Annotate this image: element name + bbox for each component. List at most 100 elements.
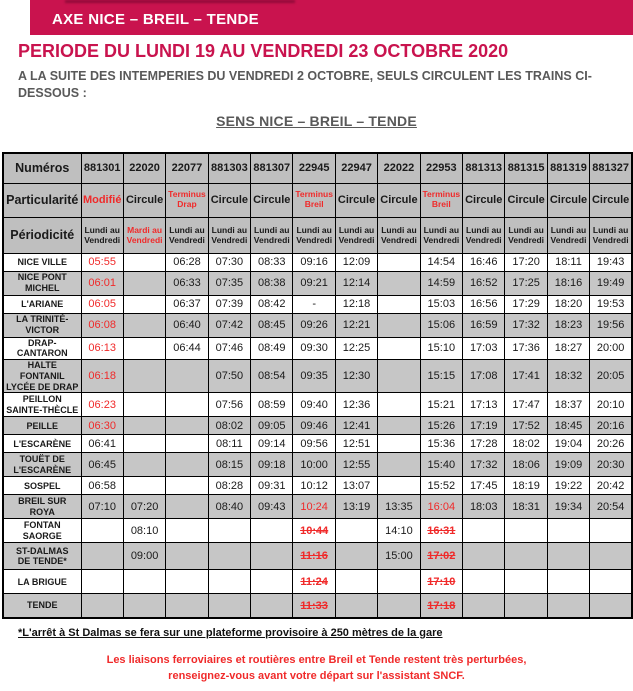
time-cell [80, 569, 124, 595]
station-row: SOSPEL 06:58 08:28 09:31 10:12 13:07 15:52 17:4… [2, 476, 633, 496]
train-number-cell: 881315 [504, 152, 548, 184]
time-cell: 17:19 [462, 416, 506, 436]
warning-line-2: renseignez-vous avant votre départ sur l… [168, 669, 465, 682]
time-cell [504, 518, 548, 544]
time-cell: 18:27 [546, 336, 591, 361]
time-cell [377, 416, 421, 436]
particularity-row: Particularité Modifié Circule Terminus Drap… [2, 182, 633, 218]
time-cell: 18:11 [546, 252, 591, 272]
time-cell: 09:18 [250, 452, 294, 478]
station-name-cell: HALTE FONTANIL LYCÉE DE DRAP [2, 359, 82, 394]
time-cell: 07:39 [207, 294, 252, 314]
time-cell [462, 518, 506, 544]
time-cell: 06:23 [80, 392, 124, 418]
time-cell: 10:12 [292, 476, 336, 496]
time-cell: 09:21 [292, 270, 336, 296]
time-cell: 19:49 [589, 270, 633, 296]
station-row: LA TRINITÉ- VICTOR 06:08 06:40 07:42 08:45 09… [2, 312, 633, 338]
time-cell: 08:49 [250, 336, 294, 361]
time-cell: 14:10 [377, 518, 421, 544]
time-cell [504, 593, 548, 619]
time-cell [377, 392, 421, 418]
train-number-cell: 22953 [419, 152, 464, 184]
time-cell [589, 542, 633, 571]
station-row: NICE VILLE 05:55 06:28 07:30 08:33 09:16 12:09… [2, 252, 633, 272]
time-cell [377, 312, 421, 338]
time-cell [377, 476, 421, 496]
time-cell: 06:45 [80, 452, 124, 478]
periodicity-cell: Lundi au Vendredi [334, 216, 379, 254]
time-cell [377, 359, 421, 394]
time-cell [122, 593, 167, 619]
station-row: BREIL SUR ROYA 07:10 07:20 08:40 09:43 10:24 1… [2, 494, 633, 520]
station-row: PEILLE 06:30 08:02 09:05 09:46 12:41 15:26 17:1… [2, 416, 633, 436]
time-cell: 06:44 [165, 336, 209, 361]
time-cell: 12:09 [334, 252, 379, 272]
station-name-cell: NICE PONT MICHEL [2, 270, 82, 296]
station-name-cell: LA BRIGUE [2, 569, 82, 595]
banner-title: AXE NICE – BREIL – TENDE [52, 11, 259, 28]
time-cell: 17:29 [504, 294, 548, 314]
time-cell [207, 569, 252, 595]
time-cell [546, 518, 591, 544]
time-cell: 16:59 [462, 312, 506, 338]
time-cell [165, 416, 209, 436]
time-cell: 08:11 [207, 434, 252, 454]
time-cell: 12:30 [334, 359, 379, 394]
time-cell [250, 569, 294, 595]
time-cell [165, 452, 209, 478]
time-cell: 20:30 [589, 452, 633, 478]
time-cell: 11:24 [292, 569, 336, 595]
periodicity-cell: Lundi au Vendredi [292, 216, 336, 254]
time-cell: 17:20 [504, 252, 548, 272]
train-number-cell: 22947 [334, 152, 379, 184]
time-cell [546, 569, 591, 595]
train-number-cell: 881313 [462, 152, 506, 184]
particularity-cell: Circule [462, 182, 506, 218]
time-cell [377, 452, 421, 478]
time-cell [80, 542, 124, 571]
time-cell: 07:35 [207, 270, 252, 296]
row-label-numeros: Numéros [2, 152, 82, 184]
periodicity-cell: Lundi au Vendredi [546, 216, 591, 254]
train-number-cell: 881307 [250, 152, 294, 184]
time-cell: 20:10 [589, 392, 633, 418]
time-cell: 15:15 [419, 359, 464, 394]
time-cell [377, 336, 421, 361]
time-cell: 06:33 [165, 270, 209, 296]
time-cell: 15:40 [419, 452, 464, 478]
time-cell: 15:10 [419, 336, 464, 361]
particularity-cell: Circule [546, 182, 591, 218]
time-cell: 18:06 [504, 452, 548, 478]
time-cell: 06:13 [80, 336, 124, 361]
particularity-cell: Modifié [80, 182, 124, 218]
time-cell: 20:26 [589, 434, 633, 454]
time-cell [462, 569, 506, 595]
time-cell: 06:30 [80, 416, 124, 436]
time-cell: 09:05 [250, 416, 294, 436]
time-cell: 19:56 [589, 312, 633, 338]
time-cell: 14:59 [419, 270, 464, 296]
time-cell: 19:22 [546, 476, 591, 496]
time-cell: 07:20 [122, 494, 167, 520]
time-cell [377, 593, 421, 619]
time-cell: 18:45 [546, 416, 591, 436]
time-cell [165, 494, 209, 520]
time-cell: 12:41 [334, 416, 379, 436]
time-cell: 18:19 [504, 476, 548, 496]
time-cell: 16:31 [419, 518, 464, 544]
time-cell: 07:30 [207, 252, 252, 272]
time-cell: 09:14 [250, 434, 294, 454]
time-cell: - [292, 294, 336, 314]
time-cell [165, 434, 209, 454]
st-dalmas-footnote: *L'arrêt à St Dalmas se fera sur une pla… [18, 627, 443, 639]
time-cell [122, 294, 167, 314]
direction-title: SENS NICE – BREIL – TENDE [216, 113, 417, 129]
disruption-warning: Les liaisons ferroviaires et routières e… [0, 653, 633, 685]
time-cell: 06:18 [80, 359, 124, 394]
periodicity-cell: Lundi au Vendredi [504, 216, 548, 254]
period-title: PERIODE DU LUNDI 19 AU VENDREDI 23 OCTOB… [18, 41, 509, 61]
particularity-cell: Circule [589, 182, 633, 218]
time-cell: 08:02 [207, 416, 252, 436]
time-cell [589, 518, 633, 544]
